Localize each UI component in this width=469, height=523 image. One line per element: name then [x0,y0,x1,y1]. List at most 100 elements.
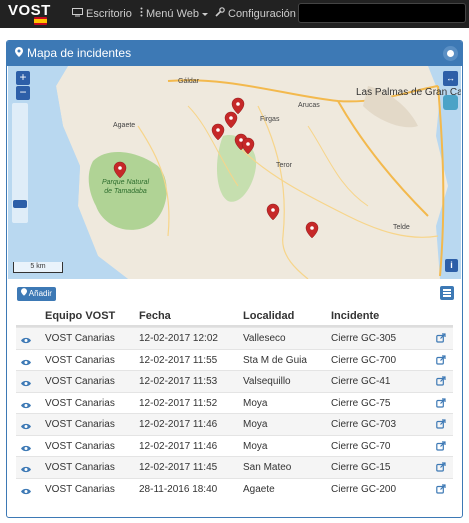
cell-date: 12-02-2017 11:55 [139,354,218,366]
add-button-label: Añadir [28,289,52,298]
table-row[interactable]: VOST Canarias 12-02-2017 11:52 Moya Cierre … [16,391,453,414]
spain-flag-icon [34,17,47,25]
external-link-icon[interactable] [436,440,446,454]
cell-place: Sta M de Guia [243,354,307,366]
cell-date: 12-02-2017 11:45 [139,462,218,473]
dots-vertical-icon [140,0,143,28]
external-link-icon[interactable] [436,418,446,432]
column-header-incident[interactable]: Incidente [331,310,380,322]
eye-icon[interactable] [21,441,31,455]
eye-icon[interactable] [21,355,31,369]
table-row[interactable]: VOST Canarias 12-02-2017 11:53 Valsequillo… [16,370,453,392]
cell-team: VOST Canarias [45,483,115,495]
panel-title: Mapa de incidentes [27,46,132,60]
zoom-slider[interactable] [12,103,28,223]
map-label-galdar: Gáldar [178,78,200,85]
list-view-button[interactable] [440,286,454,300]
cell-place: Agaete [243,483,275,495]
zoom-out-button[interactable]: − [16,86,30,100]
cell-incident: Cierre GC-200 [331,483,397,495]
external-link-icon[interactable] [436,375,446,389]
map-label-agaete: Agaete [113,122,136,129]
cell-team: VOST Canarias [45,462,115,473]
cell-date: 28-11-2016 18:40 [139,483,218,495]
column-header-date[interactable]: Fecha [139,310,171,322]
external-link-icon[interactable] [436,332,446,346]
cell-team: VOST Canarias [45,397,115,409]
cell-place: Moya [243,419,268,430]
nav-item-label: Escritorio [86,8,132,20]
cell-place: Moya [243,397,268,409]
table-row[interactable]: VOST Canarias 12-02-2017 11:46 Moya Cierre … [16,434,453,457]
map-label-teror: Teror [276,162,292,169]
panel-toggle-icon[interactable] [443,46,458,61]
eye-icon[interactable] [21,333,31,347]
cell-place: Valleseco [243,333,286,344]
map-label-park: Parque Natural de Tamadaba [101,179,150,195]
map-marker-icon [21,288,29,298]
column-header-team[interactable]: Equipo VOST [45,310,116,322]
map-scale: 5 km [13,262,63,273]
table-body: VOST Canarias 12-02-2017 12:02 Valleseco Ci… [16,327,453,499]
map-canvas [8,66,448,279]
brand-logo[interactable]: VOST [8,2,51,19]
eye-icon[interactable] [21,484,31,498]
cell-place: San Mateo [243,462,292,473]
cell-date: 12-02-2017 11:53 [139,376,218,387]
zoom-in-button[interactable]: + [16,71,30,85]
cell-team: VOST Canarias [45,376,115,387]
table-row[interactable]: VOST Canarias 12-02-2017 12:02 Valleseco Ci… [16,327,453,349]
table-row[interactable]: VOST Canarias 12-02-2017 11:45 San Mateo Ci… [16,456,453,478]
eye-icon[interactable] [21,376,31,390]
cell-date: 12-02-2017 12:02 [139,333,218,344]
column-header-place[interactable]: Localidad [243,310,295,322]
incident-map-panel: Mapa de incidentes [6,40,463,518]
external-link-icon[interactable] [436,483,446,497]
eye-icon[interactable] [21,419,31,433]
monitor-icon [72,0,83,28]
top-navbar: VOST Escritorio Menú Web Configuración [0,0,469,28]
table-row[interactable]: VOST Canarias 12-02-2017 11:55 Sta M de Gu… [16,348,453,371]
info-icon[interactable]: i [445,259,458,272]
cell-incident: Cierre GC-703 [331,419,397,430]
map-label-telde: Telde [393,224,410,231]
add-incident-button[interactable]: Añadir [17,287,56,301]
incident-map[interactable]: Gáldar Las Palmas de Gran Canaria Agaete… [8,66,461,279]
nav-item-menu-web[interactable]: Menú Web [140,0,208,28]
nav-item-escritorio[interactable]: Escritorio [72,0,132,28]
cell-incident: Cierre GC-75 [331,397,391,409]
external-link-icon[interactable] [436,397,446,411]
layers-icon[interactable] [443,95,458,110]
cell-team: VOST Canarias [45,440,115,452]
wrench-icon [215,0,225,28]
cell-date: 12-02-2017 11:52 [139,397,218,409]
external-link-icon[interactable] [436,354,446,368]
cell-incident: Cierre GC-15 [331,462,391,473]
map-label-las-palmas: Las Palmas de Gran Canaria [356,87,461,98]
cell-incident: Cierre GC-41 [331,376,391,387]
external-link-icon[interactable] [436,461,446,475]
expand-map-icon[interactable]: ↔ [443,71,458,86]
table-row[interactable]: VOST Canarias 12-02-2017 11:46 Moya Cierre … [16,413,453,435]
cell-team: VOST Canarias [45,354,115,366]
cell-place: Moya [243,440,268,452]
eye-icon[interactable] [21,398,31,412]
cell-team: VOST Canarias [45,333,115,344]
cell-place: Valsequillo [243,376,291,387]
cell-team: VOST Canarias [45,419,115,430]
map-label-arucas: Arucas [298,102,320,109]
zoom-slider-handle[interactable] [13,200,27,208]
nav-item-label: Menú Web [146,8,199,20]
map-marker-icon [15,41,23,66]
cell-incident: Cierre GC-305 [331,333,397,344]
table-header: Equipo VOST Fecha Localidad Incidente [16,306,453,327]
cell-date: 12-02-2017 11:46 [139,419,218,430]
nav-search-box[interactable] [298,3,466,23]
cell-incident: Cierre GC-70 [331,440,391,452]
panel-heading: Mapa de incidentes [7,41,462,66]
table-row[interactable]: VOST Canarias 28-11-2016 18:40 Agaete Cierr… [16,477,453,500]
chevron-down-icon [202,12,208,16]
eye-icon[interactable] [21,462,31,476]
nav-item-configuracion[interactable]: Configuración [215,0,305,28]
cell-date: 12-02-2017 11:46 [139,440,218,452]
